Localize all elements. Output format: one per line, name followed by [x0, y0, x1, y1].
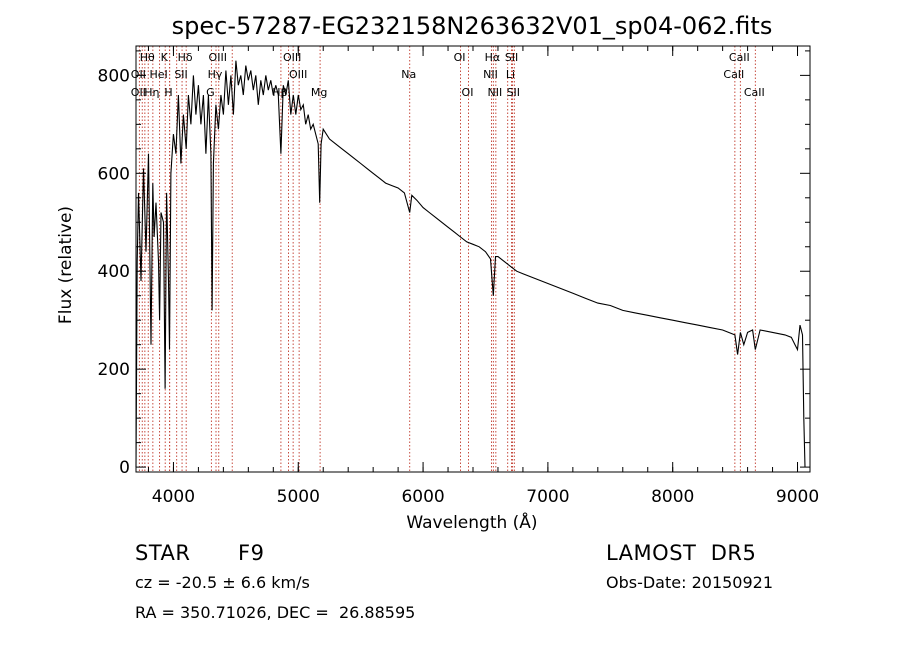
observation-date: Obs-Date: 20150921: [606, 573, 774, 592]
spectral-line-label: Hα: [485, 51, 501, 64]
x-tick-label: 9000: [776, 487, 819, 507]
spectral-line-label: CaII: [729, 51, 750, 64]
redshift-cz: cz = -20.5 ± 6.6 km/s: [135, 573, 310, 592]
spectral-line-label: SII: [507, 86, 520, 99]
spectral-line-label: OIII: [289, 68, 307, 81]
y-tick-label: 200: [98, 360, 130, 380]
spectral-line-label: OII: [131, 86, 146, 99]
y-tick-label: 400: [98, 262, 130, 282]
spectral-line-label: Hγ: [208, 68, 223, 81]
chart-title: spec-57287-EG232158N263632V01_sp04-062.f…: [172, 12, 773, 40]
y-tick-label: 800: [98, 66, 130, 86]
spectral-line-labels: Hθ K Hδ OIII OIII OI Hα SII CaII OII HeI SII Hγ OIII N…: [131, 51, 765, 99]
spectral-line-label: SII: [174, 68, 187, 81]
spectral-line-label: G: [206, 86, 215, 99]
spectral-line-label: OI: [454, 51, 466, 64]
x-axis-ticks: 4000 5000 6000 7000 8000 9000: [147, 46, 819, 507]
coordinates: RA = 350.71026, DEC = 26.88595: [135, 603, 416, 622]
spectral-line-label: H: [164, 86, 172, 99]
y-tick-label: 0: [119, 458, 130, 478]
spectral-line-label: NII: [487, 86, 502, 99]
y-axis-ticks: 0 200 400 600 800: [98, 50, 810, 478]
spectral-line-label: Hθ: [140, 51, 155, 64]
spectral-line-label: NII: [483, 68, 498, 81]
spectral-line-label: OII: [131, 68, 146, 81]
y-tick-label: 600: [98, 164, 130, 184]
survey-name: LAMOST DR5: [606, 541, 757, 565]
x-axis-label: Wavelength (Å): [406, 511, 537, 533]
spectral-line-label: SII: [505, 51, 518, 64]
x-tick-label: 4000: [152, 487, 195, 507]
spectral-line-label: Li: [506, 68, 515, 81]
x-tick-label: 8000: [651, 487, 694, 507]
x-tick-label: 6000: [401, 487, 444, 507]
spectral-line-label: HeI: [149, 68, 167, 81]
spectral-line-label: OIII: [209, 51, 227, 64]
spectral-line-markers: [138, 46, 756, 472]
spectral-line-label: Mg: [311, 86, 327, 99]
object-subclass: F9: [238, 541, 265, 565]
spectral-line-label: CaII: [744, 86, 765, 99]
spectral-line-label: Hη: [144, 86, 159, 99]
spectrum-series-line: [135, 60, 806, 468]
spectral-line-label: Hδ: [178, 51, 193, 64]
spectral-line-label: Na: [401, 68, 416, 81]
spectral-line-label: Hβ: [272, 86, 287, 99]
x-tick-label: 5000: [277, 487, 320, 507]
y-axis-label: Flux (relative): [56, 206, 76, 324]
spectral-line-label: CaII: [723, 68, 744, 81]
plot-frame: [135, 45, 811, 473]
object-class: STAR: [135, 541, 191, 565]
spectral-line-label: OI: [462, 86, 474, 99]
spectral-line-label: K: [161, 51, 169, 64]
x-tick-label: 7000: [526, 487, 569, 507]
spectral-line-label: OIII: [283, 51, 301, 64]
